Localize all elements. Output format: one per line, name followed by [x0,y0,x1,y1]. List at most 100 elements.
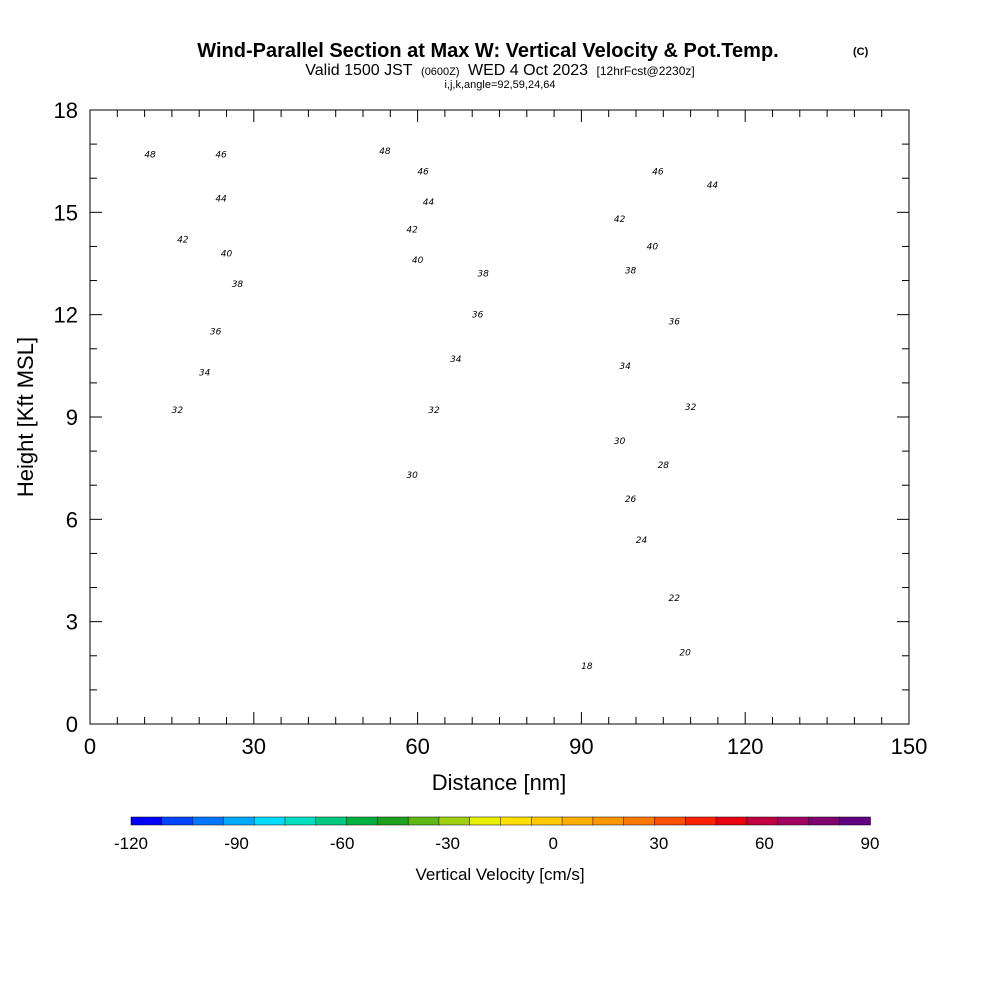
downdraft-core [781,110,785,714]
colorbar-swatch [808,816,840,826]
contour-label: 22 [666,591,683,604]
updraft-band [370,110,379,547]
contour-label-text: 44 [423,198,435,208]
colorbar-swatch [253,816,286,826]
contour-label-text: 20 [679,648,691,658]
contour-label: 30 [404,468,421,481]
updraft-band [584,110,591,714]
title-copyright-mark: (C) [853,46,869,58]
colorbar-swatch [469,816,502,826]
contour-label: 34 [196,366,213,379]
downdraft-core [546,110,550,714]
contour-label: 38 [622,264,639,276]
colorbar-swatch [223,816,255,826]
colorbar-swatch [130,816,163,826]
chart-subtitle: Valid 1500 JST (0600Z) WED 4 Oct 2023 [1… [305,62,695,79]
colorbar-tick-label: -30 [435,834,460,853]
updraft-band [824,110,831,704]
theta-contour-line [90,414,898,485]
contour-label-text: 34 [199,369,211,379]
downdraft-band [609,110,619,714]
contour-label-background [666,591,683,603]
contour-label-background [229,277,246,289]
plot-area: 48 46 44 42 40 38 36 34 32 48 46 44 42 40 38 36 34 32 30 46… [90,97,904,724]
contour-label-background [409,254,426,266]
downdraft-band [264,110,277,485]
colorbar-tick-label: 0 [549,834,558,853]
x-tick-label: 30 [242,734,266,759]
contour-label-background [704,179,721,191]
colorbar-swatch [685,816,717,826]
colorbar-title: Vertical Velocity [cm/s] [415,865,584,884]
downdraft-band [396,110,407,502]
downdraft-band [608,110,621,714]
contour-label: 24 [633,533,650,546]
theta-contour-line [90,268,898,299]
contour-label: 40 [409,254,426,266]
downdraft-core [716,110,720,714]
updraft-core [172,110,183,628]
colorbar: -120 -90 -60 -30 0 30 60 90 [114,816,879,853]
contour-label-text: 46 [215,150,227,160]
contour-label-background [682,400,699,412]
updraft-band [800,110,811,704]
updraft-band [287,110,298,533]
downdraft-band [261,110,278,485]
downdraft-band [398,110,405,502]
theta-contour-line [90,97,898,112]
theta-contour-line [90,192,898,213]
updraft-band [822,110,833,704]
colorbar-swatch [654,816,686,826]
contour-label: 30 [611,434,628,447]
contour-label-background [404,223,421,235]
downdraft-core [266,110,275,485]
contour-label-background [622,264,639,276]
colorbar-swatch [531,816,563,826]
theta-contour-line [90,446,898,534]
contour-label-background [447,353,464,365]
updraft-core [803,110,807,704]
colorbar-tick-label: -60 [330,834,355,853]
subtitle-valid: Valid 1500 JST [305,62,413,79]
colorbar-tick-label: 60 [755,834,774,853]
contour-label-text: 32 [172,406,184,416]
chart-indices: i,j,k,angle=92,59,24,64 [444,79,555,91]
x-axis: 0 30 60 90 120 150 [84,110,927,759]
contour-label-text: 48 [379,147,391,157]
contour-label: 34 [617,359,634,372]
contour-label: 28 [655,458,672,471]
contour-label: 42 [611,213,628,225]
colorbar-swatch [284,816,317,826]
theta-contour-line [90,465,898,569]
updraft-band [823,110,832,704]
theta-contour-line [90,226,898,248]
contour-label-text: 26 [625,495,637,505]
contour-label-text: 48 [144,150,156,160]
updraft-band [289,110,296,533]
updraft-band [169,110,185,628]
contour-label: 44 [420,196,437,208]
updraft-core [656,110,660,714]
contour-label-background [617,359,634,371]
downdraft-band [397,110,406,502]
contour-label: 32 [682,400,699,413]
updraft-core [246,110,250,492]
contour-label-text: 42 [406,225,418,235]
downdraft-band [606,110,622,714]
updraft-band [166,110,188,628]
updraft-band [368,110,379,547]
contour-label: 26 [622,492,639,505]
y-axis-label: Height [Kft MSL] [13,337,38,497]
colorbar-swatch [623,816,656,826]
contour-label-background [404,468,421,480]
contour-label: 34 [447,353,464,365]
theta-contour-line [90,483,898,618]
updraft-band [244,110,253,492]
theta-contour-line [90,404,898,468]
y-tick-label: 6 [66,507,78,532]
downdraft-band [544,110,553,714]
contour-label-text: 36 [472,311,484,321]
contour-label-background [196,366,213,378]
colorbar-swatch [838,816,871,826]
